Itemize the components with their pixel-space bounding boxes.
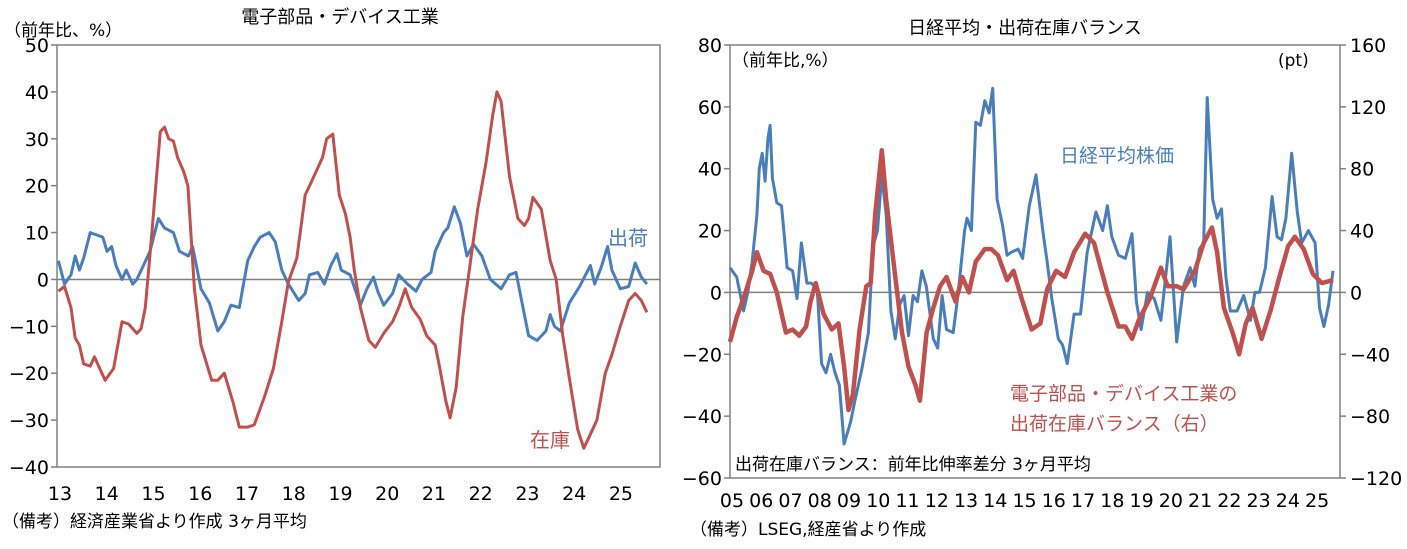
y-tick-label: 0 [710,282,722,304]
x-tick-label: 09 [837,490,861,512]
left-axes: 50 40 30 20 10 0 −10 −20 −30 −40 13 14 15 16 17 18 19 20 2… [9,35,660,505]
y-tick-label: −20 [9,363,49,385]
y-tick-label: −60 [682,468,722,490]
x-tick-label: 22 [1217,490,1241,512]
left-y-axis-label: （前年比、%） [4,21,122,41]
series-line-red [727,147,1334,413]
x-tick-label: 25 [1305,490,1329,512]
y-tick-label: 40 [25,82,49,104]
y2-tick-label: −40 [1350,344,1390,366]
right-series [727,86,1335,446]
legend-balance-line2: 出荷在庫バランス（右） [1010,413,1219,435]
x-tick-label: 07 [778,490,802,512]
x-tick-label: 11 [895,490,919,512]
right-y2-axis-label: (pt) [1278,51,1309,71]
right-axes: 80 60 40 20 0 −20 −40 −60 160 120 80 40 0 −40 −80 −120 0… [682,35,1402,512]
left-chart-title: 電子部品・デバイス工業 [241,7,438,28]
x-tick-label: 23 [1247,490,1271,512]
right-y-axis-label: （前年比,%） [732,51,839,71]
x-tick-label: 14 [983,490,1007,512]
x-tick-label: 08 [808,490,832,512]
right-source-note: （備考）LSEG,経産省より作成 [690,520,926,540]
right-chart: 日経平均・出荷在庫バランス （前年比,%） (pt) 80 60 40 20 0 −20 −… [682,18,1402,540]
y2-tick-label: −80 [1350,406,1390,428]
x-tick-label: 17 [235,483,259,505]
x-tick-label: 23 [515,483,539,505]
y-tick-label: −30 [9,410,49,432]
x-tick-label: 15 [141,483,165,505]
x-tick-label: 05 [720,490,744,512]
y-tick-label: 20 [698,221,722,243]
y-tick-label: 20 [25,176,49,198]
series-line-blue [56,205,649,342]
y-tick-label: 60 [698,97,722,119]
y2-tick-label: 40 [1350,221,1374,243]
x-tick-label: 14 [95,483,119,505]
x-tick-label: 19 [328,483,352,505]
x-tick-label: 16 [1042,490,1066,512]
legend-nikkei: 日経平均株価 [1060,145,1174,167]
x-tick-label: 13 [954,490,978,512]
legend-shipments: 出荷 [608,226,648,250]
x-tick-label: 20 [375,483,399,505]
y-tick-label: 30 [25,129,49,151]
y2-tick-label: 160 [1350,35,1386,57]
left-plot-area [56,44,661,468]
x-tick-label: 25 [609,483,633,505]
right-chart-title: 日経平均・出荷在庫バランス [908,18,1142,39]
y2-tick-label: 80 [1350,159,1374,181]
left-chart: 電子部品・デバイス工業 （前年比、%） 50 40 30 20 10 0 −10 −20 −30… [2,7,661,532]
x-tick-label: 18 [1100,490,1124,512]
y-tick-label: 0 [37,269,49,291]
y-tick-label: 40 [698,159,722,181]
y-tick-label: 10 [25,223,49,245]
x-tick-label: 16 [188,483,212,505]
y-tick-label: −10 [9,316,49,338]
y-tick-label: 50 [25,35,49,57]
x-tick-label: 10 [866,490,890,512]
y-tick-label: −40 [682,406,722,428]
x-tick-label: 12 [925,490,949,512]
y-tick-label: −40 [9,457,49,479]
left-series [56,90,649,450]
x-tick-label: 24 [562,483,586,505]
left-source-note: （備考）経済産業省より作成 3ヶ月平均 [2,512,307,532]
legend-inventory: 在庫 [530,428,570,452]
x-tick-label: 15 [1012,490,1036,512]
y-tick-label: 80 [698,35,722,57]
series-line-red [57,90,649,450]
x-tick-label: 24 [1276,490,1300,512]
right-plot-area [729,44,1341,479]
series-line-blue [728,86,1335,446]
legend-balance-line1: 電子部品・デバイス工業の [1010,383,1237,405]
x-tick-label: 06 [749,490,773,512]
x-tick-label: 13 [48,483,72,505]
x-tick-label: 20 [1159,490,1183,512]
right-inner-note: 出荷在庫バランス：前年比伸率差分 3ヶ月平均 [735,455,1091,475]
x-tick-label: 17 [1071,490,1095,512]
legend-balance: 電子部品・デバイス工業の 出荷在庫バランス（右） [1010,383,1243,435]
y2-tick-label: 120 [1350,97,1386,119]
x-tick-label: 21 [422,483,446,505]
x-tick-label: 19 [1129,490,1153,512]
x-tick-label: 22 [469,483,493,505]
x-tick-label: 18 [282,483,306,505]
y2-tick-label: 0 [1350,282,1362,304]
x-tick-label: 21 [1188,490,1212,512]
y2-tick-label: −120 [1350,468,1402,490]
y-tick-label: −20 [682,344,722,366]
